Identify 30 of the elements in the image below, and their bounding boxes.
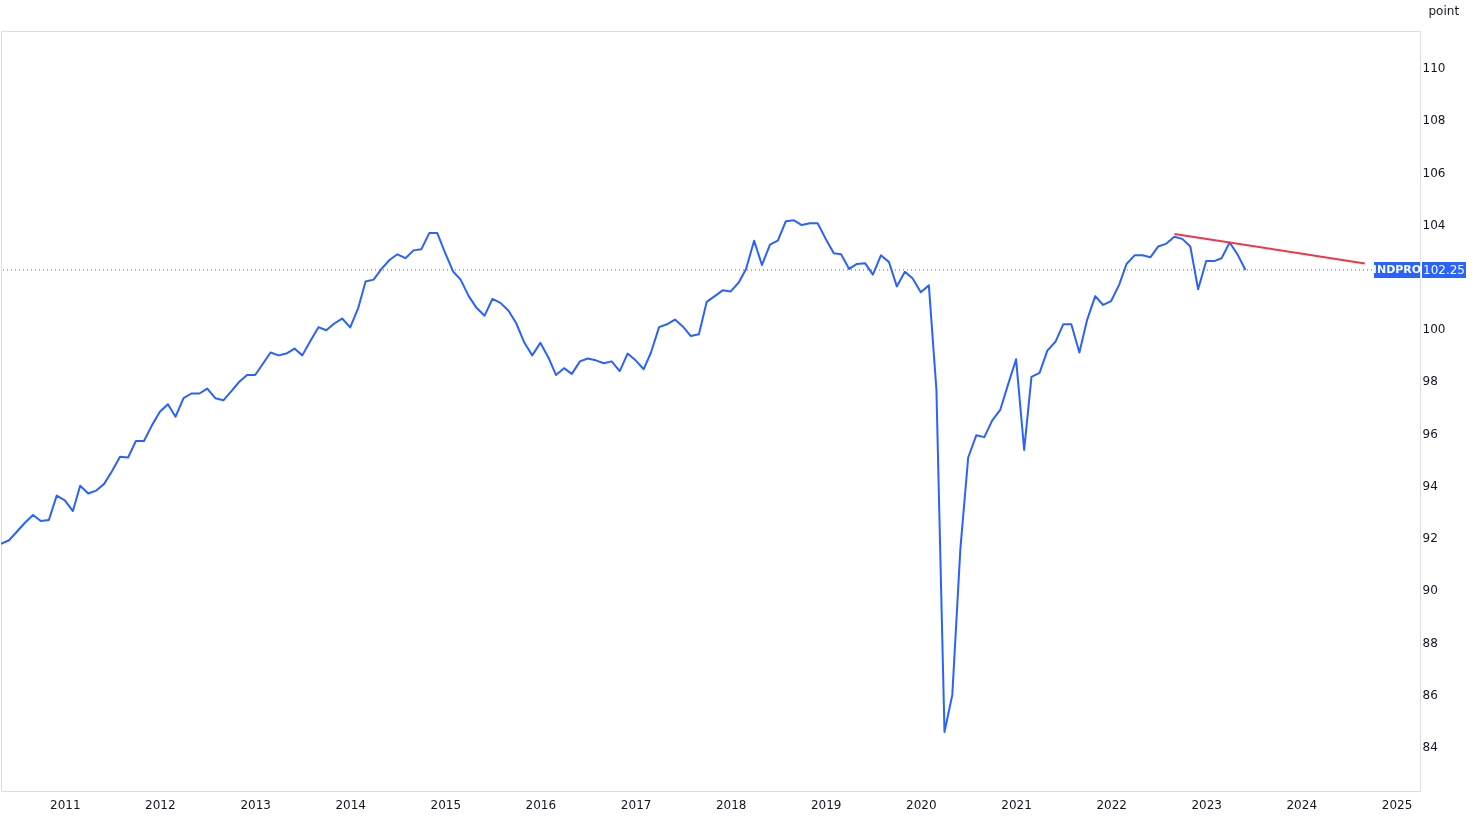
x-tick-label: 2016 — [525, 797, 557, 812]
y-tick-label: 106 — [1422, 165, 1446, 180]
y-tick-label: 86 — [1422, 687, 1438, 702]
y-tick-label: 110 — [1422, 61, 1446, 76]
x-tick-label: 2015 — [430, 797, 462, 812]
x-tick-label: 2024 — [1286, 797, 1318, 812]
x-tick-label: 2023 — [1191, 797, 1222, 812]
y-tick-label: 90 — [1422, 583, 1438, 598]
x-tick-label: 2017 — [620, 797, 652, 812]
y-tick-label: 88 — [1422, 635, 1438, 650]
y-tick-label: 94 — [1422, 478, 1438, 493]
x-tick-label: 2020 — [906, 797, 937, 812]
x-tick-label: 2021 — [1001, 797, 1032, 812]
x-tick-label: 2018 — [715, 797, 747, 812]
y-tick-label: 98 — [1422, 374, 1438, 389]
y-tick-label: 104 — [1422, 217, 1446, 232]
y-tick-label: 108 — [1422, 113, 1446, 128]
x-tick-label: 2012 — [145, 797, 176, 812]
x-tick-label: 2022 — [1096, 797, 1127, 812]
y-tick-label: 100 — [1422, 322, 1446, 337]
x-tick-label: 2025 — [1381, 797, 1413, 812]
text: 102.25 — [1423, 262, 1465, 277]
x-tick-label: 2013 — [240, 797, 271, 812]
y-tick-label: 96 — [1422, 426, 1438, 441]
x-tick-label: 2019 — [810, 797, 842, 812]
x-tick-label: 2011 — [50, 797, 81, 812]
y-tick-label: 92 — [1422, 531, 1438, 546]
x-tick-label: 2014 — [335, 797, 366, 812]
y-axis-title: point — [1428, 3, 1460, 18]
y-tick-label: 84 — [1422, 740, 1438, 755]
